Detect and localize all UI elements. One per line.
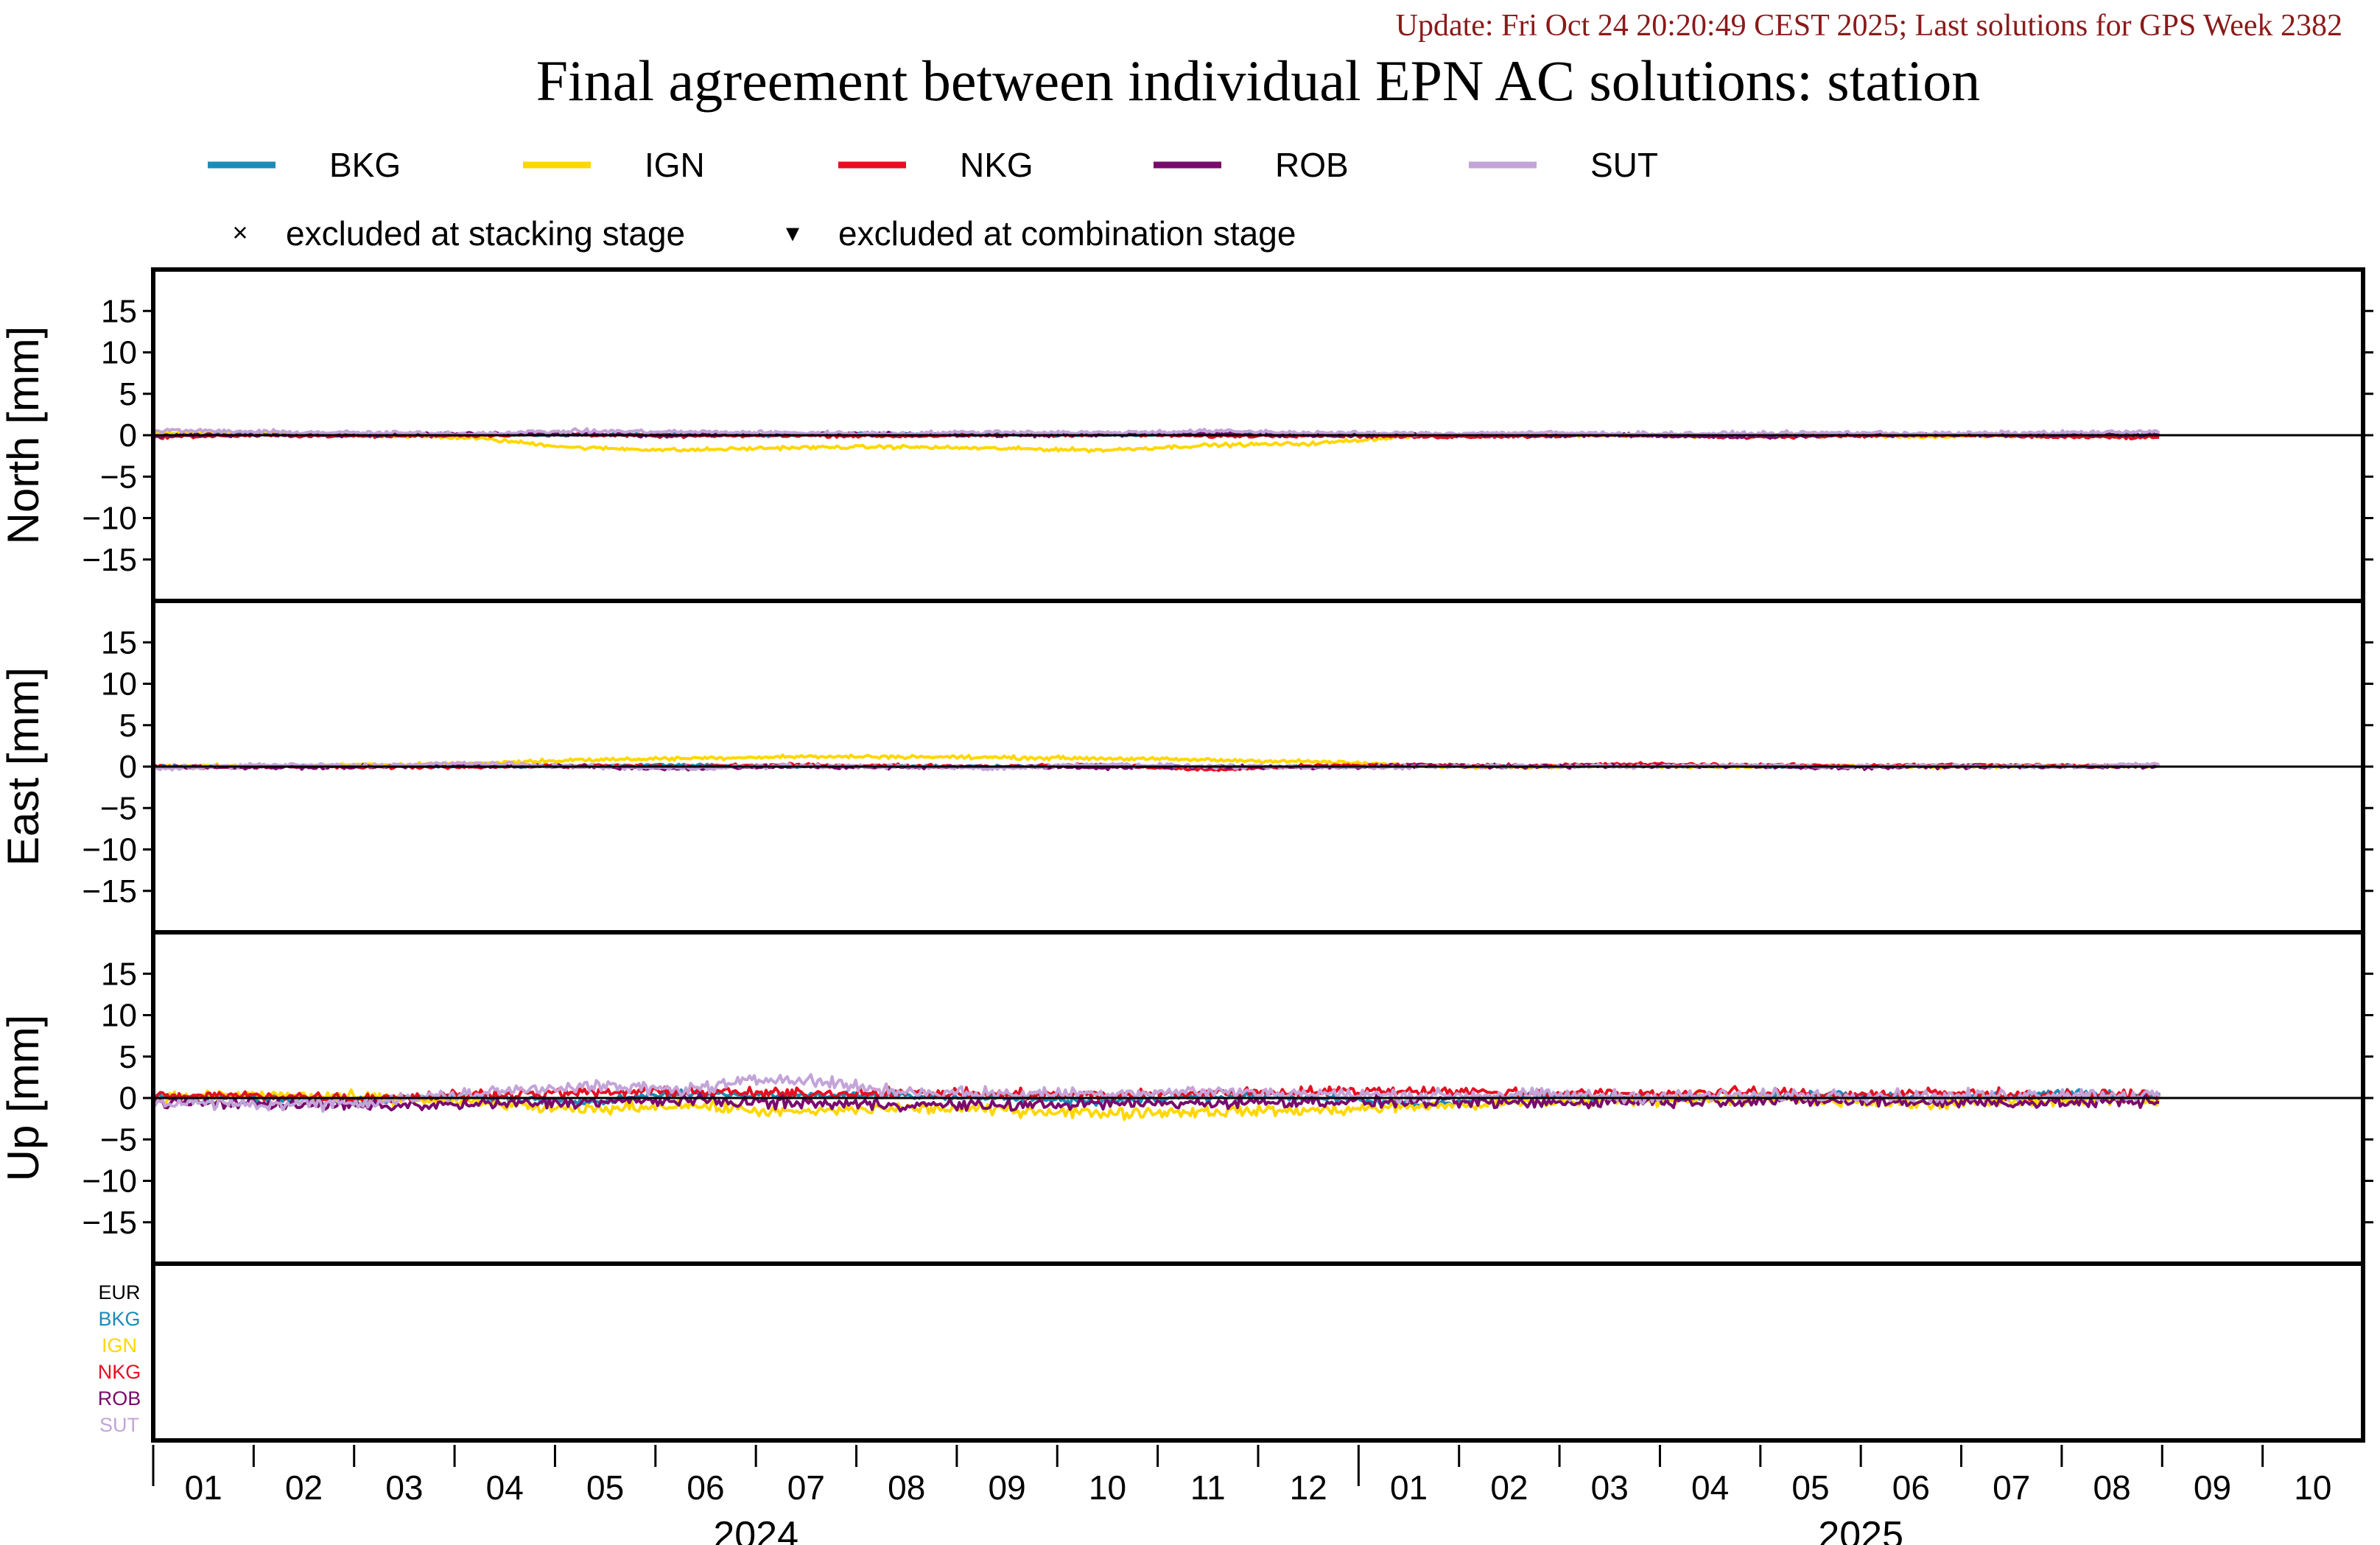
y-tick-label: −15 (82, 542, 137, 578)
chart-title: Final agreement between individual EPN A… (536, 49, 1981, 113)
availability-label-rob: ROB (98, 1387, 141, 1409)
x-month-label: 03 (1591, 1468, 1629, 1507)
x-month-label: 09 (989, 1468, 1026, 1507)
x-month-label: 10 (2294, 1468, 2331, 1507)
legend-label-sut: SUT (1590, 146, 1658, 184)
x-month-label: 05 (586, 1468, 624, 1507)
series-group (153, 753, 2160, 772)
legend-marker-label: excluded at stacking stage (286, 214, 685, 253)
availability-label-sut: SUT (99, 1414, 139, 1436)
y-axis-label: North [mm] (0, 326, 48, 545)
x-month-label: 04 (1691, 1468, 1729, 1507)
x-month-label: 02 (285, 1468, 323, 1507)
series-line-rob (153, 1092, 2160, 1113)
y-tick-label: −15 (82, 1205, 137, 1241)
x-month-label: 10 (1089, 1468, 1126, 1507)
availability-frame (151, 1261, 2365, 1443)
series-group (153, 1073, 2161, 1122)
y-tick-label: 0 (119, 418, 137, 454)
chart-header: Update: Fri Oct 24 20:20:49 CEST 2025; L… (536, 9, 2342, 113)
series-group (153, 427, 2160, 454)
panel-north: North [mm] 15 10 5 0 −5 −10 −15 (0, 267, 2373, 603)
y-tick-label: 5 (119, 1039, 137, 1075)
x-month-label: 01 (1390, 1468, 1428, 1507)
cross-marker-icon: × (232, 217, 248, 247)
legend-label-nkg: NKG (960, 146, 1033, 184)
x-month-label: 07 (1993, 1468, 2030, 1507)
y-tick-label: 0 (119, 749, 137, 785)
availability-label-nkg: NKG (98, 1361, 141, 1383)
y-tick-label: −10 (82, 832, 137, 868)
y-tick-label: 5 (119, 376, 137, 412)
x-month-label: 06 (1892, 1468, 1930, 1507)
y-tick-label: −5 (100, 790, 137, 826)
x-axis: 01 02 03 04 05 06 07 08 09 10 11 12 01 02 03 04 05 06 07 08… (152, 1445, 2331, 1545)
y-tick-label: 15 (101, 293, 137, 329)
y-tick-label: −15 (82, 873, 137, 909)
x-month-label: 08 (888, 1468, 925, 1507)
y-tick-label: 15 (101, 956, 137, 992)
y-tick-label: −5 (100, 459, 137, 495)
legend-label-ign: IGN (645, 146, 705, 184)
triangle-marker-icon: ▾ (786, 217, 799, 247)
availability-label-ign: IGN (102, 1334, 137, 1356)
y-tick-label: 10 (101, 335, 137, 371)
update-timestamp: Update: Fri Oct 24 20:20:49 CEST 2025; L… (1396, 9, 2342, 43)
x-month-label: 08 (2093, 1468, 2131, 1507)
y-tick-label: −10 (82, 1164, 137, 1200)
x-month-label: 01 (185, 1468, 222, 1507)
y-tick-label: −5 (100, 1122, 137, 1158)
legend-label-bkg: BKG (329, 146, 401, 184)
x-month-label: 07 (787, 1468, 825, 1507)
y-tick-label: −10 (82, 501, 137, 537)
y-axis-label: Up [mm] (0, 1015, 48, 1182)
x-month-label: 05 (1791, 1468, 1829, 1507)
x-year-label: 2025 (1818, 1514, 1903, 1545)
x-year-label: 2024 (713, 1514, 798, 1545)
x-month-label: 04 (486, 1468, 524, 1507)
legend-label-rob: ROB (1275, 146, 1349, 184)
chart-panels: North [mm] 15 10 5 0 −5 −10 −15 East [mm] 15 10 5 0 −… (0, 267, 2373, 1443)
legend-marker-label: excluded at combination stage (838, 214, 1296, 253)
y-tick-label: 10 (101, 666, 137, 703)
y-axis-label: East [mm] (0, 667, 48, 866)
availability-label-eur: EUR (98, 1281, 140, 1303)
y-tick-label: 0 (119, 1080, 137, 1116)
x-month-label: 12 (1290, 1468, 1327, 1507)
panel-up: Up [mm] 15 10 5 0 −5 −10 −15 (0, 930, 2373, 1266)
legend: BKG IGN NKG ROB SUT × excluded at stacking sta… (208, 146, 1658, 253)
availability-label-bkg: BKG (98, 1308, 140, 1330)
y-tick-label: 10 (101, 998, 137, 1034)
x-month-label: 09 (2194, 1468, 2231, 1507)
y-tick-label: 5 (119, 708, 137, 744)
availability-panel: EUR BKG IGN NKG ROB SUT (98, 1261, 2365, 1443)
panel-east: East [mm] 15 10 5 0 −5 −10 −15 (0, 599, 2373, 935)
y-tick-label: 15 (101, 624, 137, 661)
x-month-label: 02 (1490, 1468, 1528, 1507)
x-month-label: 03 (385, 1468, 423, 1507)
x-month-label: 06 (687, 1468, 724, 1507)
x-month-label: 11 (1190, 1468, 1226, 1507)
